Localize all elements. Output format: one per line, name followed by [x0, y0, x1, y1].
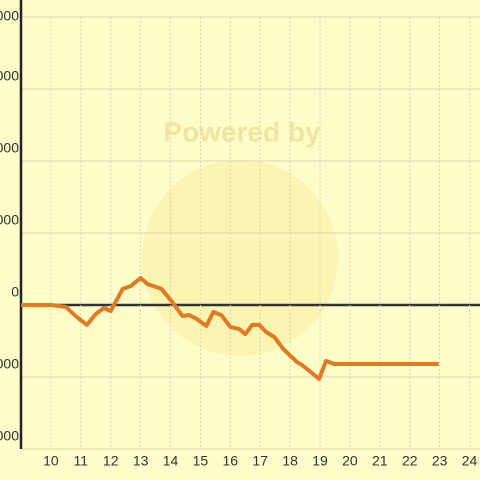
x-tick-label: 12 — [103, 453, 119, 469]
y-tick-label: -3,000 — [0, 356, 19, 372]
x-tick-label: 19 — [312, 453, 328, 469]
x-tick-label: 23 — [432, 453, 448, 469]
x-tick-label: 10 — [43, 453, 59, 469]
grid: -6,000 -3,000 0 3,000 6,000 9,000 12,000 10 11 12… — [0, 0, 480, 469]
y-tick-label: 9,000 — [0, 68, 19, 84]
x-tick-label: 15 — [193, 453, 209, 469]
x-tick-label: 21 — [372, 453, 388, 469]
y-tick-label: 6,000 — [0, 140, 19, 156]
x-tick-label: 11 — [74, 453, 89, 469]
x-tick-label: 16 — [223, 453, 239, 469]
y-tick-label: 3,000 — [0, 212, 19, 228]
x-tick-label: 20 — [342, 453, 358, 469]
plot — [21, 276, 439, 381]
x-tick-label: 13 — [133, 453, 149, 469]
watermark-logo — [142, 160, 338, 356]
x-tick-label: 17 — [252, 453, 268, 469]
y-tick-label: 0 — [11, 284, 19, 300]
series-line — [21, 276, 439, 381]
x-tick-label: 24 — [462, 453, 478, 469]
x-tick-label: 22 — [402, 453, 418, 469]
x-tick-label: 18 — [282, 453, 298, 469]
y-tick-label: -6,000 — [0, 428, 19, 444]
y-tick-label: 12,000 — [0, 8, 19, 24]
x-tick-label: 14 — [163, 453, 179, 469]
watermark: Powered by — [163, 116, 321, 147]
